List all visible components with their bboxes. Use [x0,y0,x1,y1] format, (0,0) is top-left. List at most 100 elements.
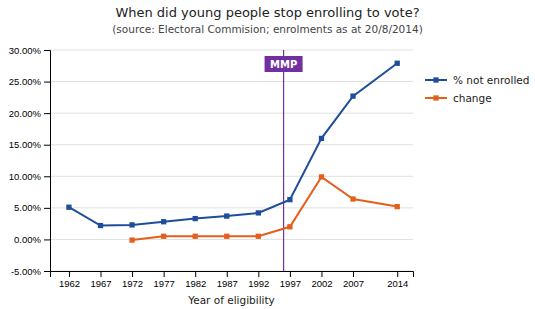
grid-line [50,239,413,240]
title: When did young people stop enrolling to … [115,5,419,20]
y-tick: 5.00% [14,202,50,213]
y-tick-mark [44,50,50,51]
y-tick-mark [44,113,50,114]
plot: 1962 1967 1972 1977 1982 1987 1992 1997 2002 2007… [9,45,414,289]
x-tick-mark [397,271,398,277]
series-line [132,177,397,240]
x-tick: 2007 [343,271,364,289]
x-axis: 1962 1967 1972 1977 1982 1987 1992 1997 2002 2007… [51,271,414,289]
x-tick-mark [195,271,196,277]
x-tick-label: 1977 [154,278,175,289]
series-marker [256,234,261,239]
x-tick: 1982 [185,271,206,289]
x-tick-label: 1987 [217,278,238,289]
x-tick: 1992 [248,271,269,289]
grid-line [50,113,413,114]
series-line [69,63,397,225]
series-marker [161,219,166,224]
series-marker [224,234,229,239]
marks [66,50,400,271]
y-tick-label: 5.00% [14,202,41,213]
y-tick-mark [44,239,50,240]
x-tick-mark [227,271,228,277]
annotation-line [283,50,284,271]
y-tick-label: 20.00% [9,108,42,119]
grid-line [50,81,413,82]
legend-item: change [425,92,492,104]
x-tick-label: 1972 [122,278,143,289]
series-marker [287,197,292,202]
x-tick: 1987 [217,271,238,289]
y-tick: 25.00% [9,76,50,87]
legend-item: % not enrolled [425,74,529,86]
series-marker [193,234,198,239]
x-tick-mark [258,271,259,277]
x-tick-label: 2007 [343,278,364,289]
y-tick-label: -5.00% [11,266,42,277]
y-tick-label: 10.00% [9,171,42,182]
x-tick: 1972 [122,271,143,289]
y-tick-mark [44,271,50,272]
y-tick-mark [44,176,50,177]
y-tick: 0.00% [14,234,50,245]
annotation-label: MMP [270,59,297,70]
grid-line [50,50,413,51]
series-marker [350,196,355,201]
x-tick: 1977 [154,271,175,289]
y-tick-mark [44,208,50,209]
grid-line [50,207,413,208]
grid-line [50,144,413,145]
series-marker [129,222,134,227]
series-marker [319,136,324,141]
series-marker [350,93,355,98]
y-tick: 10.00% [9,171,50,182]
x-tick-label: 2002 [311,278,332,289]
x-tick-mark [290,271,291,277]
series-marker [98,223,103,228]
x-tick-mark [69,271,70,277]
y-tick-mark [44,145,50,146]
x-tick-label: 1982 [185,278,206,289]
y-tick: -5.00% [11,266,50,277]
grid-line [50,176,413,177]
legend-label: % not enrolled [453,74,529,86]
x-tick-mark [353,271,354,277]
x-tick: 1997 [280,271,301,289]
y-axis-line [44,51,51,272]
y-tick-label: 15.00% [9,139,42,150]
y-tick: 30.00% [9,45,50,56]
x-tick: 1962 [59,271,80,289]
x-tick-label: 1967 [90,278,111,289]
x-axis-line [51,272,414,278]
y-tick: 15.00% [9,139,50,150]
series-marker [256,210,261,215]
series-marker [129,237,134,242]
series-marker [287,224,292,229]
y-tick-label: 25.00% [9,76,42,87]
x-tick-label: 1997 [280,278,301,289]
x-tick-label: 1962 [59,278,80,289]
x-tick-mark [321,271,322,277]
series-marker [395,204,400,209]
annotation-box [265,56,303,72]
x-tick: 1967 [90,271,111,289]
y-tick: 20.00% [9,108,50,119]
grid [50,50,413,271]
legend-marker [433,95,438,100]
legend-marker [433,77,438,82]
x-tick-mark [164,271,165,277]
y-axis: -5.00% 0.00% 5.00% 10.00% 15.00% 20.00% 25.00%… [9,45,51,277]
y-tick-mark [44,82,50,83]
x-tick-mark [132,271,133,277]
chart: When did young people stop enrolling to … [0,0,535,309]
legend-label: change [453,92,492,104]
x-tick-mark [101,271,102,277]
annotation: MMP [265,56,303,72]
series-marker [395,61,400,66]
series-marker [224,213,229,218]
subtitle: (source: Electoral Commision; enrolments… [112,23,423,35]
x-tick: 2014 [387,271,408,289]
series-marker [319,174,324,179]
y-tick-label: 0.00% [14,234,41,245]
series-marker [161,234,166,239]
